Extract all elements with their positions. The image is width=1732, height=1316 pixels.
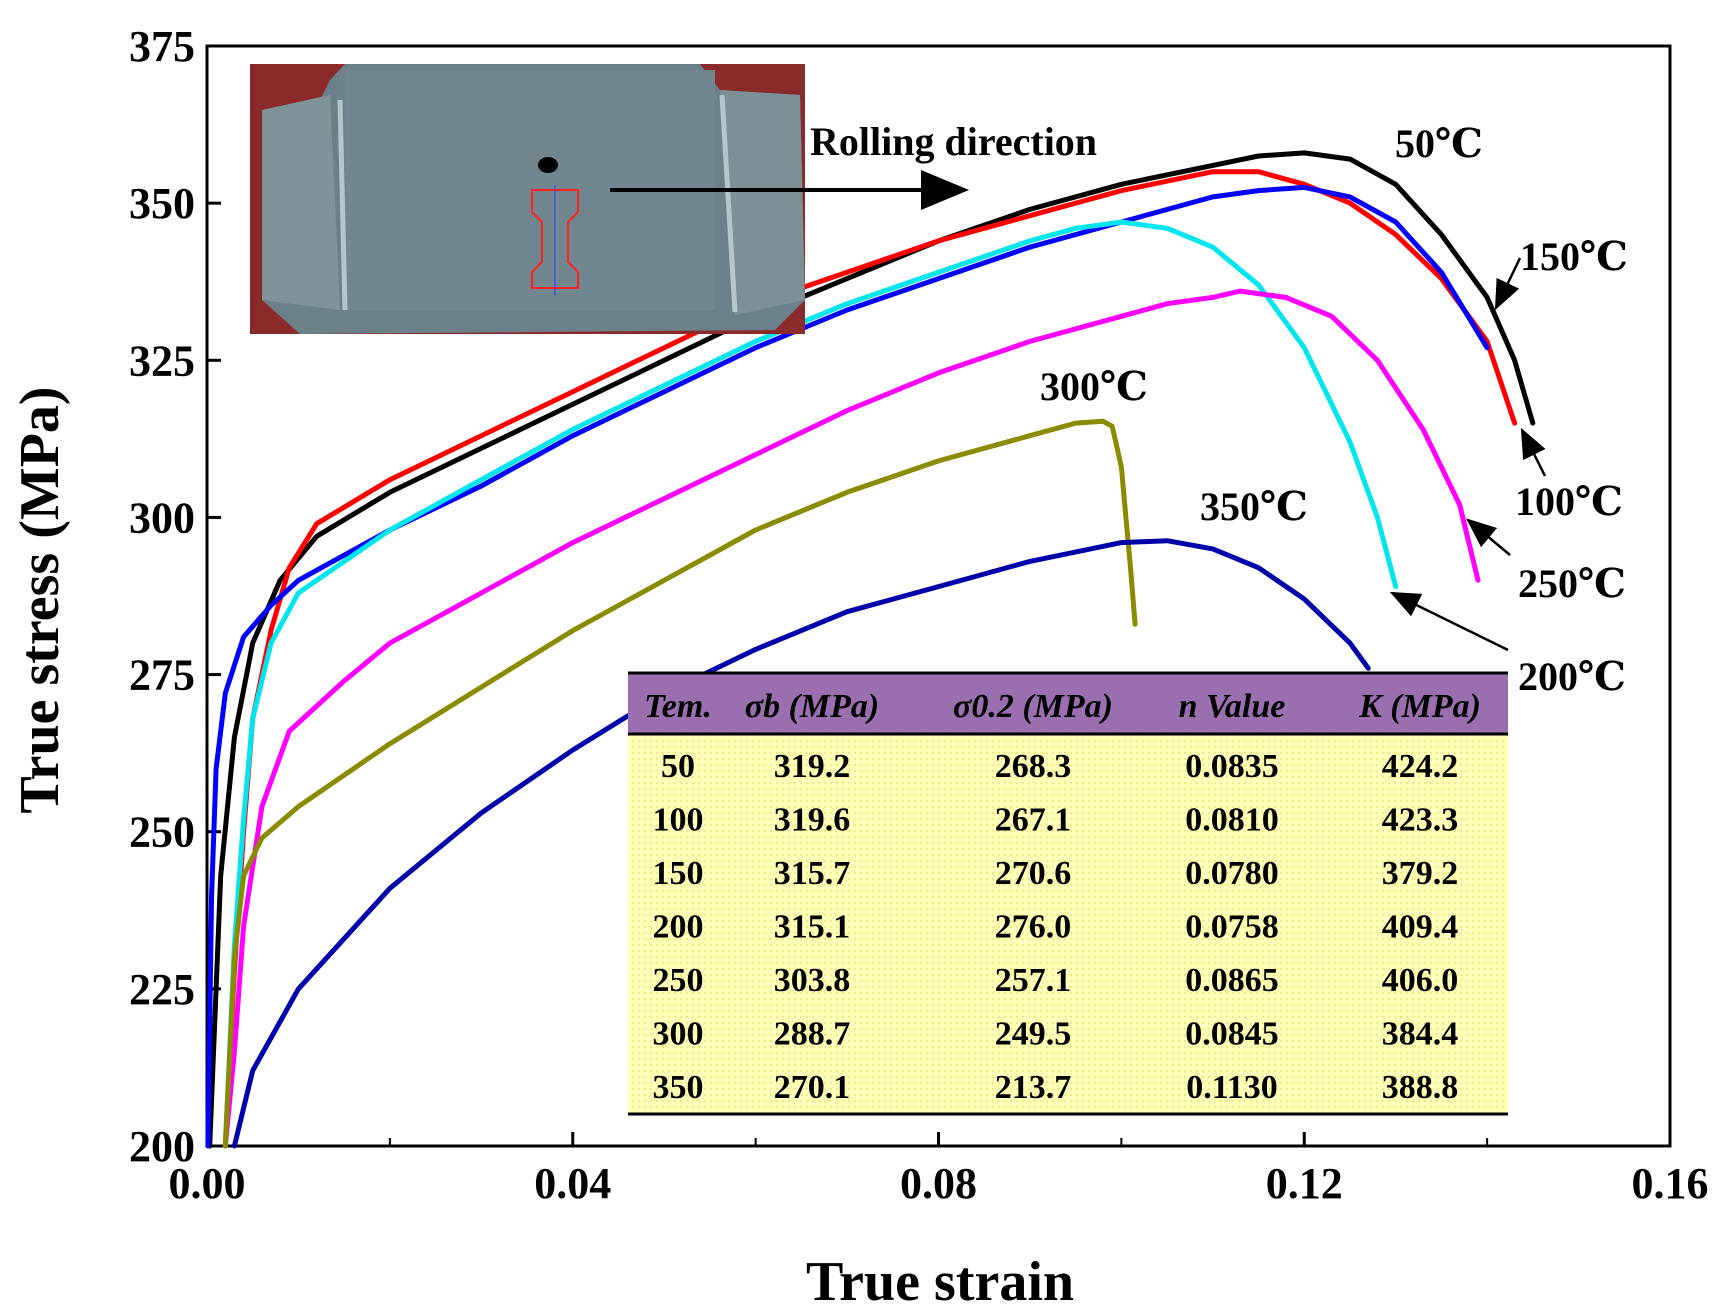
table-cell: 409.4 [1382, 909, 1459, 946]
table-header-band [628, 673, 1508, 734]
table-cell: 319.2 [774, 748, 851, 785]
pointer-200 [1389, 591, 1509, 652]
table-cell: 315.1 [774, 909, 851, 946]
y-tick-label: 225 [129, 965, 195, 1014]
x-tick-label: 0.08 [900, 1159, 977, 1208]
table-cell: 350 [653, 1069, 704, 1106]
table-cell: 200 [653, 909, 704, 946]
y-tick-label: 200 [129, 1122, 195, 1171]
table-cell: 0.0845 [1185, 1016, 1279, 1053]
series-line-200 [222, 219, 1399, 1149]
properties-table: Tem. σb (MPa) σ0.2 (MPa) n Value K (MPa) 50 31… [628, 671, 1508, 1116]
x-tick-label: 0.00 [169, 1159, 246, 1208]
table-cell: 267.1 [995, 802, 1072, 839]
table-cell: 388.8 [1382, 1069, 1459, 1106]
photo-sheet-right-flange [720, 90, 805, 315]
y-tick-label: 325 [129, 336, 195, 385]
series-line-250 [222, 288, 1481, 1149]
x-axis-title: True strain [806, 1251, 1074, 1313]
table-header-cell: Tem. [644, 688, 712, 725]
label-150: 150℃ [1520, 234, 1628, 279]
table-cell: 250 [653, 962, 704, 999]
table-cell: 303.8 [774, 962, 851, 999]
series-line-300 [222, 418, 1138, 1149]
table-cell: 100 [653, 802, 704, 839]
curves [205, 150, 1536, 1149]
table-cell: 424.2 [1382, 748, 1459, 785]
y-tick-label: 375 [129, 22, 195, 71]
label-50: 50℃ [1395, 121, 1483, 166]
table-header-cell: n Value [1179, 688, 1286, 725]
y-axis-title: True stress (MPa) [9, 386, 71, 813]
table-text: Tem. σb (MPa) σ0.2 (MPa) n Value K (MPa) 50 31… [644, 688, 1481, 1106]
table-cell: 0.0865 [1185, 962, 1279, 999]
table-cell: 423.3 [1382, 802, 1459, 839]
table-cell: 315.7 [774, 855, 851, 892]
table-cell: 0.1130 [1186, 1069, 1278, 1106]
y-tick-label: 300 [129, 493, 195, 542]
table-cell: 0.0758 [1185, 909, 1279, 946]
table-cell: 268.3 [995, 748, 1072, 785]
table-cell: 0.0835 [1185, 748, 1279, 785]
table-cell: 257.1 [995, 962, 1072, 999]
specimen-photo [250, 64, 805, 334]
table-cell: 270.6 [995, 855, 1072, 892]
photo-marker-dot [538, 157, 558, 173]
series-line-350 [231, 538, 1371, 1149]
tick-labels: 0.00 0.04 0.08 0.12 0.16 200 225 250 275 300 325 35… [129, 22, 1709, 1208]
table-body-band [628, 734, 1508, 1114]
table-cell: 270.1 [774, 1069, 851, 1106]
x-tick-label: 0.04 [534, 1159, 611, 1208]
label-200: 200℃ [1518, 654, 1626, 699]
pointer-100 [1520, 427, 1547, 477]
table-cell: 300 [653, 1016, 704, 1053]
label-250: 250℃ [1518, 561, 1626, 606]
table-cell: 213.7 [995, 1069, 1072, 1106]
table-cell: 0.0810 [1185, 802, 1279, 839]
table-cell: 288.7 [774, 1016, 851, 1053]
table-cell: 379.2 [1382, 855, 1459, 892]
pointer-150 [1494, 257, 1522, 311]
table-cell: 249.5 [995, 1016, 1072, 1053]
table-cell: 384.4 [1382, 1016, 1459, 1053]
label-300: 300℃ [1040, 364, 1148, 409]
table-cell: 50 [661, 748, 695, 785]
table-cell: 319.6 [774, 802, 851, 839]
table-cell: 150 [653, 855, 704, 892]
x-tick-label: 0.16 [1632, 1159, 1709, 1208]
table-header-cell: σ0.2 (MPa) [953, 688, 1113, 725]
pointer-250 [1466, 518, 1511, 556]
series-line-50 [207, 150, 1536, 1149]
y-tick-label: 250 [129, 808, 195, 857]
rolling-direction-label: Rolling direction [810, 119, 1097, 164]
y-tick-label: 350 [129, 179, 195, 228]
table-header-cell: K (MPa) [1358, 688, 1481, 725]
photo-specimen-outline [531, 189, 579, 289]
y-tick-label: 275 [129, 651, 195, 700]
table-cell: 276.0 [995, 909, 1072, 946]
label-100: 100℃ [1515, 479, 1623, 524]
photo-bend-line-right [719, 94, 738, 313]
photo-sheet-left-flange [262, 95, 340, 310]
series-line-150 [205, 184, 1490, 1149]
label-350: 350℃ [1200, 484, 1308, 529]
photo-bend-line-left [337, 99, 348, 311]
table-header-cell: σb (MPa) [745, 688, 879, 725]
x-tick-label: 0.12 [1266, 1159, 1343, 1208]
table-cell: 0.0780 [1185, 855, 1279, 892]
label-pointers [1389, 257, 1547, 652]
table-cell: 406.0 [1382, 962, 1459, 999]
